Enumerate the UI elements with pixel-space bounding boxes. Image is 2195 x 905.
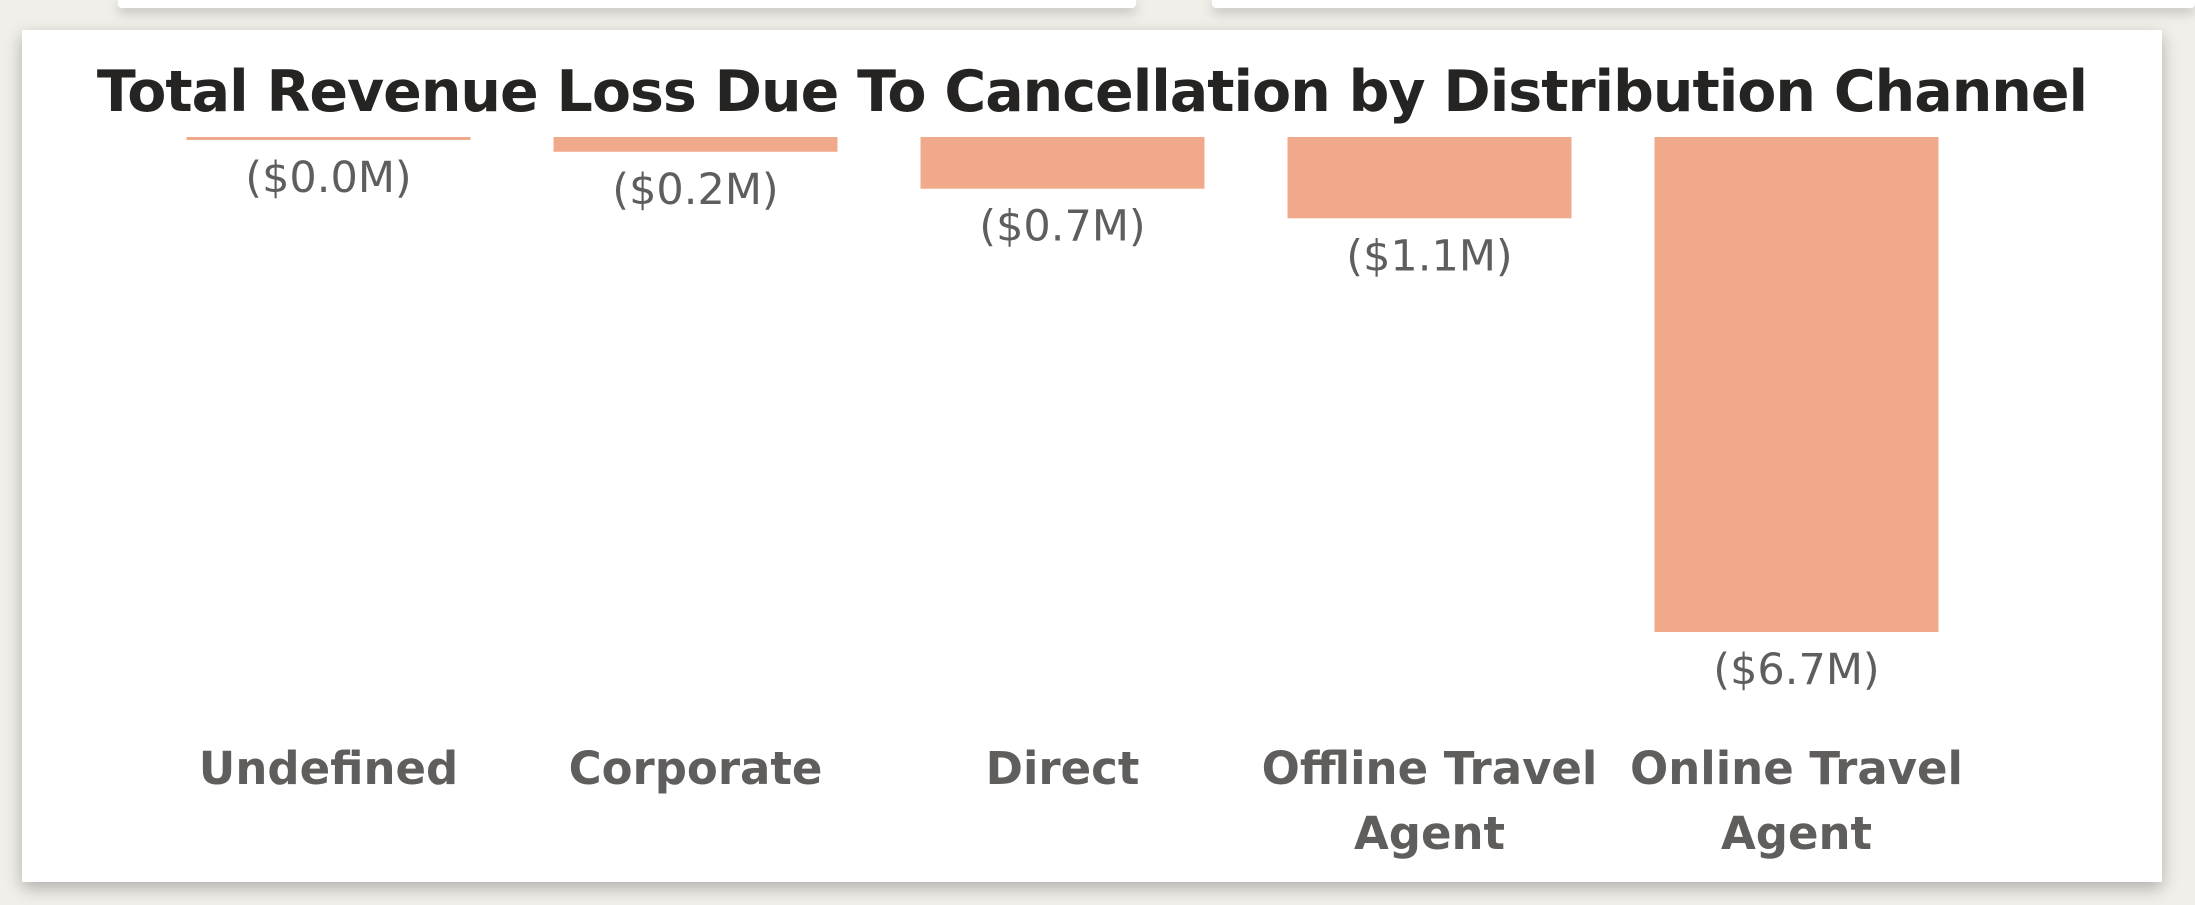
category-label-line: Agent: [1354, 807, 1505, 860]
category-label-line: Direct: [986, 742, 1140, 795]
category-label-line: Agent: [1721, 807, 1872, 860]
bar[interactable]: [186, 137, 471, 140]
category-label: Direct: [986, 742, 1140, 795]
adjacent-visual-edge: [1212, 0, 2195, 8]
data-label: ($0.7M): [979, 202, 1145, 252]
data-label: ($0.0M): [245, 153, 411, 203]
bar[interactable]: [1654, 137, 1939, 632]
category-label-line: Corporate: [569, 742, 823, 795]
data-label: ($6.7M): [1713, 645, 1879, 695]
chart-card[interactable]: Total Revenue Loss Due To Cancellation b…: [22, 30, 2162, 882]
bar[interactable]: [553, 137, 838, 152]
category-label: Undefined: [199, 742, 458, 795]
category-label-line: Undefined: [199, 742, 458, 795]
adjacent-visual-edge: [118, 0, 1136, 8]
category-label: Offline Travel Agent: [1262, 742, 1598, 860]
bar[interactable]: [1287, 137, 1572, 219]
bar-chart[interactable]: ($0.0M) Undefined ($0.2M) Corporate ($0.7M) D…: [22, 30, 2162, 882]
data-label: ($0.2M): [612, 165, 778, 215]
category-label: Online Travel Agent: [1630, 742, 1963, 860]
chart-title: Total Revenue Loss Due To Cancellation b…: [96, 59, 2088, 125]
category-label-line: Online Travel: [1630, 742, 1963, 795]
category-label: Corporate: [569, 742, 823, 795]
data-label: ($1.1M): [1346, 231, 1512, 281]
category-label-line: Offline Travel: [1262, 742, 1598, 795]
bar[interactable]: [920, 137, 1205, 189]
